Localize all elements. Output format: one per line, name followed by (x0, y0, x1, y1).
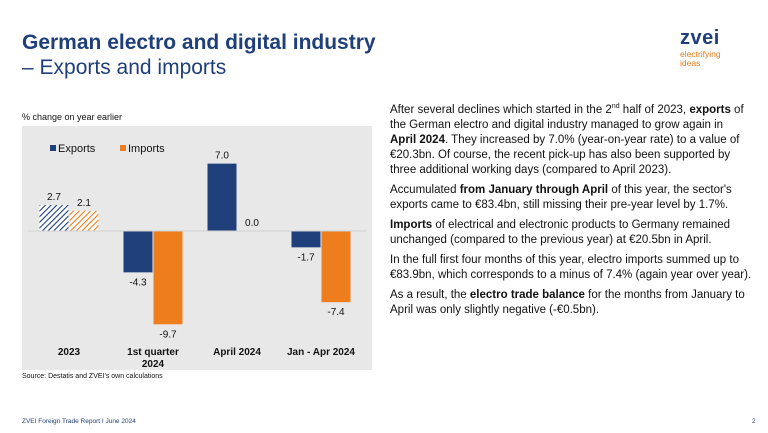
page-number: 2 (752, 418, 756, 425)
p4-text: In the full first four months of this ye… (390, 253, 752, 281)
zvei-logo: zvei electrifying ideas (680, 28, 750, 68)
value-label-exports-3: -1.7 (297, 252, 315, 263)
p1-text-d: of the German electro and digital indust… (390, 103, 744, 131)
p1-bold-exports: exports (689, 103, 731, 116)
legend-swatch-imports (120, 145, 126, 151)
commentary-text: After several declines which started in … (390, 99, 752, 323)
p5-text-a: As a result, the (390, 288, 470, 301)
logo-word: zvei (680, 27, 720, 49)
chart-legend: Exports Imports (50, 143, 165, 155)
title-line-2: – Exports and imports (22, 56, 227, 79)
paragraph-2: Accumulated from January through April o… (390, 183, 752, 213)
p2-bold: from January through April (459, 183, 609, 196)
value-label-exports-2: 7.0 (215, 151, 229, 162)
value-label-exports-1: -4.3 (129, 277, 147, 288)
chart-bars (39, 163, 351, 325)
bar-exports-0 (39, 204, 69, 231)
p1-superscript: nd (611, 103, 620, 110)
value-label-imports-3: -7.4 (327, 307, 345, 318)
p1-text-f: . They increased by 7.0% (year-on-year r… (390, 133, 740, 176)
category-label-0: 2023 (58, 347, 81, 358)
chart-source-note: Source: Destatis and ZVEI's own calculat… (22, 373, 163, 380)
p1-text-b: half of 2023, (619, 103, 690, 116)
value-label-imports-0: 2.1 (77, 198, 91, 209)
p1-text-a: After several declines which started in … (390, 103, 612, 116)
bar-imports-0 (69, 210, 99, 231)
chart-panel: Exports Imports 2.7 2.1 -4.3 -9.7 7.0 0.0 -1.7 -… (22, 126, 372, 370)
bar-imports-1 (153, 230, 183, 325)
bar-imports-3 (321, 230, 351, 303)
title-line-1: German electro and digital industry (22, 31, 376, 54)
p3-text-b: of electrical and electronic products to… (390, 218, 731, 246)
logo-tagline-2: ideas (680, 58, 701, 68)
bar-exports-1 (123, 230, 153, 273)
category-label-3: Jan - Apr 2024 (287, 347, 355, 358)
bar-chart: Exports Imports 2.7 2.1 -4.3 -9.7 7.0 0.0 -1.7 -… (28, 143, 366, 370)
footer-report-name: ZVEI Foreign Trade Report I June 2024 (22, 418, 136, 425)
category-label-2: April 2024 (213, 347, 261, 358)
value-label-imports-2: 0.0 (245, 218, 259, 229)
p2-text-a: Accumulated (390, 183, 460, 196)
p1-bold-april: April 2024 (390, 133, 445, 146)
legend-label-imports: Imports (128, 143, 165, 155)
legend-swatch-exports (50, 145, 56, 151)
chart-value-labels: 2.7 2.1 -4.3 -9.7 7.0 0.0 -1.7 -7.4 (47, 151, 345, 341)
p5-bold: electro trade balance (469, 288, 585, 301)
p2-text-c: of this year, the sector's exports came … (390, 183, 732, 211)
legend-label-exports: Exports (58, 143, 96, 155)
bar-exports-3 (291, 230, 321, 248)
logo-tagline-1: electrifying (680, 49, 721, 59)
paragraph-5: As a result, the electro trade balance f… (390, 288, 752, 318)
paragraph-3: Imports of electrical and electronic pro… (390, 218, 752, 248)
category-label-1-0: 1st quarter (127, 347, 179, 358)
value-label-exports-0: 2.7 (47, 192, 61, 203)
paragraph-1: After several declines which started in … (390, 99, 752, 178)
p5-text-c: for the months from January to April was… (390, 288, 745, 316)
page-title: German electro and digital industry – Ex… (22, 30, 376, 80)
p3-bold-imports: Imports (390, 218, 433, 231)
chart-unit-caption: % change on year earlier (22, 112, 123, 122)
value-label-imports-1: -9.7 (159, 329, 177, 340)
paragraph-4: In the full first four months of this ye… (390, 253, 752, 283)
category-label-1-1: 2024 (142, 359, 165, 370)
bar-exports-2 (207, 163, 237, 231)
